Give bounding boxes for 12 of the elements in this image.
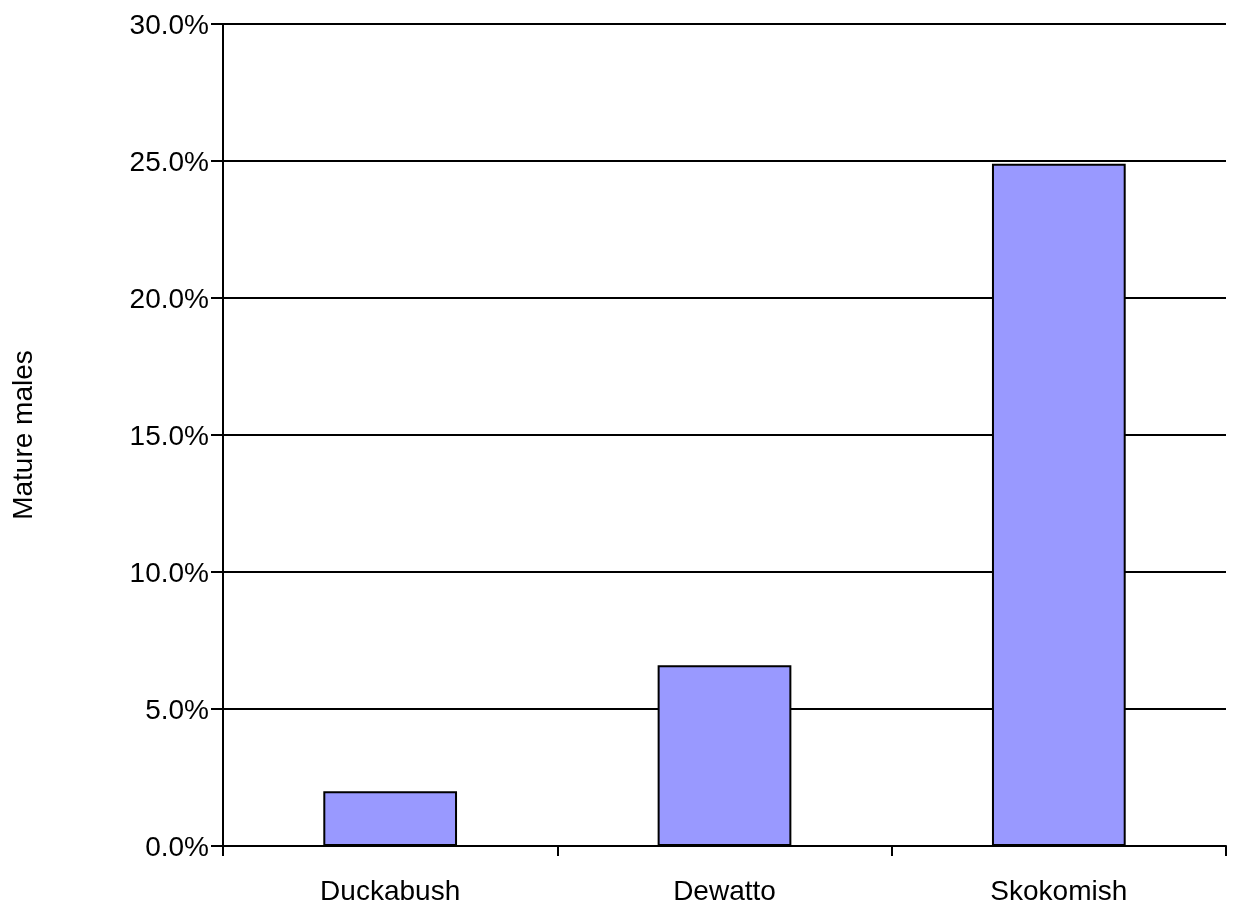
y-tick-label: 10.0% (129, 556, 209, 588)
y-tick-label: 30.0% (129, 8, 209, 40)
y-axis-title: Mature males (6, 350, 38, 520)
y-tick-label: 15.0% (129, 419, 209, 451)
x-tick-label: Skokomish (990, 874, 1128, 906)
y-tick-label: 20.0% (129, 282, 209, 314)
x-tick-label: Dewatto (673, 874, 776, 906)
y-tick-label: 5.0% (145, 693, 209, 725)
x-tick-label: Duckabush (320, 874, 461, 906)
y-tick-label: 0.0% (145, 830, 209, 862)
bar (323, 791, 458, 846)
y-tick-label: 25.0% (129, 145, 209, 177)
